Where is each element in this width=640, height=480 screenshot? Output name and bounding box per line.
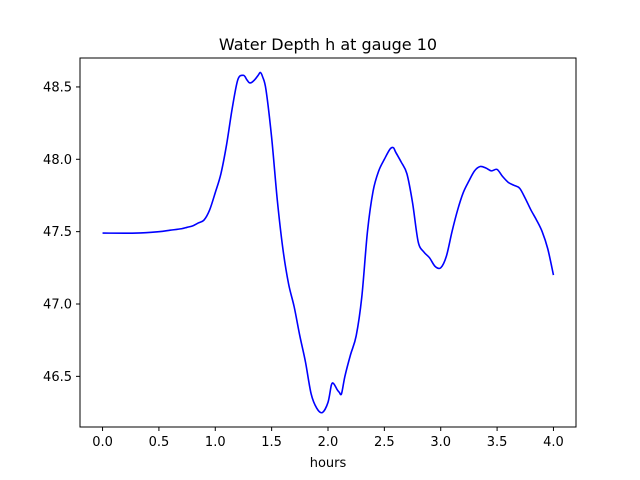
water-depth-series-line [102, 71, 555, 414]
y-axis: 46.5 47.0 47.5 48.0 48.5 [43, 80, 80, 385]
x-axis: 0.0 0.5 1.0 1.5 2.0 2.5 3.0 3.5 4.0 [92, 427, 564, 450]
y-tick-label: 46.5 [43, 370, 72, 385]
x-tick-label: 2.0 [318, 435, 339, 450]
y-tick-label: 48.5 [43, 80, 72, 95]
x-axis-label: hours [310, 456, 347, 471]
y-tick-label: 47.5 [43, 225, 72, 240]
x-tick-label: 3.5 [487, 435, 508, 450]
plot-background [80, 58, 576, 427]
series-layer [102, 71, 555, 414]
x-tick-label: 1.0 [205, 435, 226, 450]
plot-area [80, 58, 576, 427]
x-tick-label: 1.5 [261, 435, 282, 450]
y-tick-label: 47.0 [43, 298, 72, 313]
y-tick-label: 48.0 [43, 153, 72, 168]
chart-title: Water Depth h at gauge 10 [219, 35, 437, 54]
x-tick-label: 3.0 [430, 435, 451, 450]
x-tick-label: 0.0 [92, 435, 113, 450]
x-tick-label: 4.0 [543, 435, 564, 450]
x-tick-label: 2.5 [374, 435, 395, 450]
x-tick-label: 0.5 [149, 435, 170, 450]
